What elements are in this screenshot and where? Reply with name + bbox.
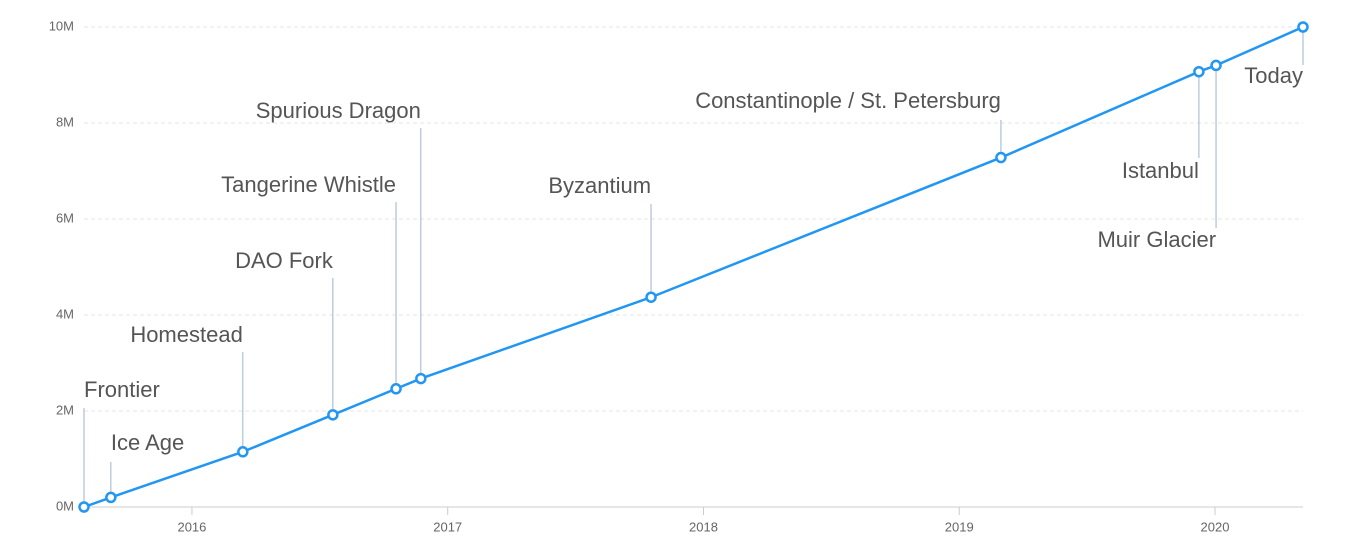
x-tick-label: 2017 — [433, 519, 462, 534]
point-label: Tangerine Whistle — [221, 172, 396, 197]
point-label: Frontier — [84, 377, 160, 402]
x-tick-label: 2019 — [945, 519, 974, 534]
y-tick-label: 2M — [56, 402, 74, 417]
point — [390, 383, 402, 395]
point — [78, 501, 90, 513]
point-label: Byzantium — [548, 173, 651, 198]
point-label: DAO Fork — [235, 248, 334, 273]
y-tick-label: 8M — [56, 114, 74, 129]
point — [1193, 65, 1205, 78]
point — [415, 372, 427, 385]
point-label: Homestead — [130, 322, 243, 347]
x-tick-label: 2018 — [689, 519, 718, 534]
x-tick-label: 2016 — [177, 519, 206, 534]
x-tick-label: 2020 — [1201, 519, 1230, 534]
point — [1210, 59, 1222, 72]
point — [995, 151, 1007, 164]
y-tick-label: 10M — [49, 18, 74, 33]
point-label: Spurious Dragon — [256, 98, 421, 123]
point-label: Istanbul — [1122, 158, 1199, 183]
y-tick-label: 6M — [56, 210, 74, 225]
point — [105, 491, 117, 504]
y-tick-label: 0M — [56, 498, 74, 513]
point-label: Constantinople / St. Petersburg — [695, 88, 1001, 113]
point — [327, 409, 339, 421]
point — [1297, 21, 1309, 33]
point — [237, 446, 249, 458]
point — [645, 291, 657, 303]
point-label: Today — [1244, 63, 1303, 88]
y-tick-label: 4M — [56, 306, 74, 321]
point-label: Muir Glacier — [1097, 227, 1216, 252]
point-label: Ice Age — [111, 430, 184, 455]
